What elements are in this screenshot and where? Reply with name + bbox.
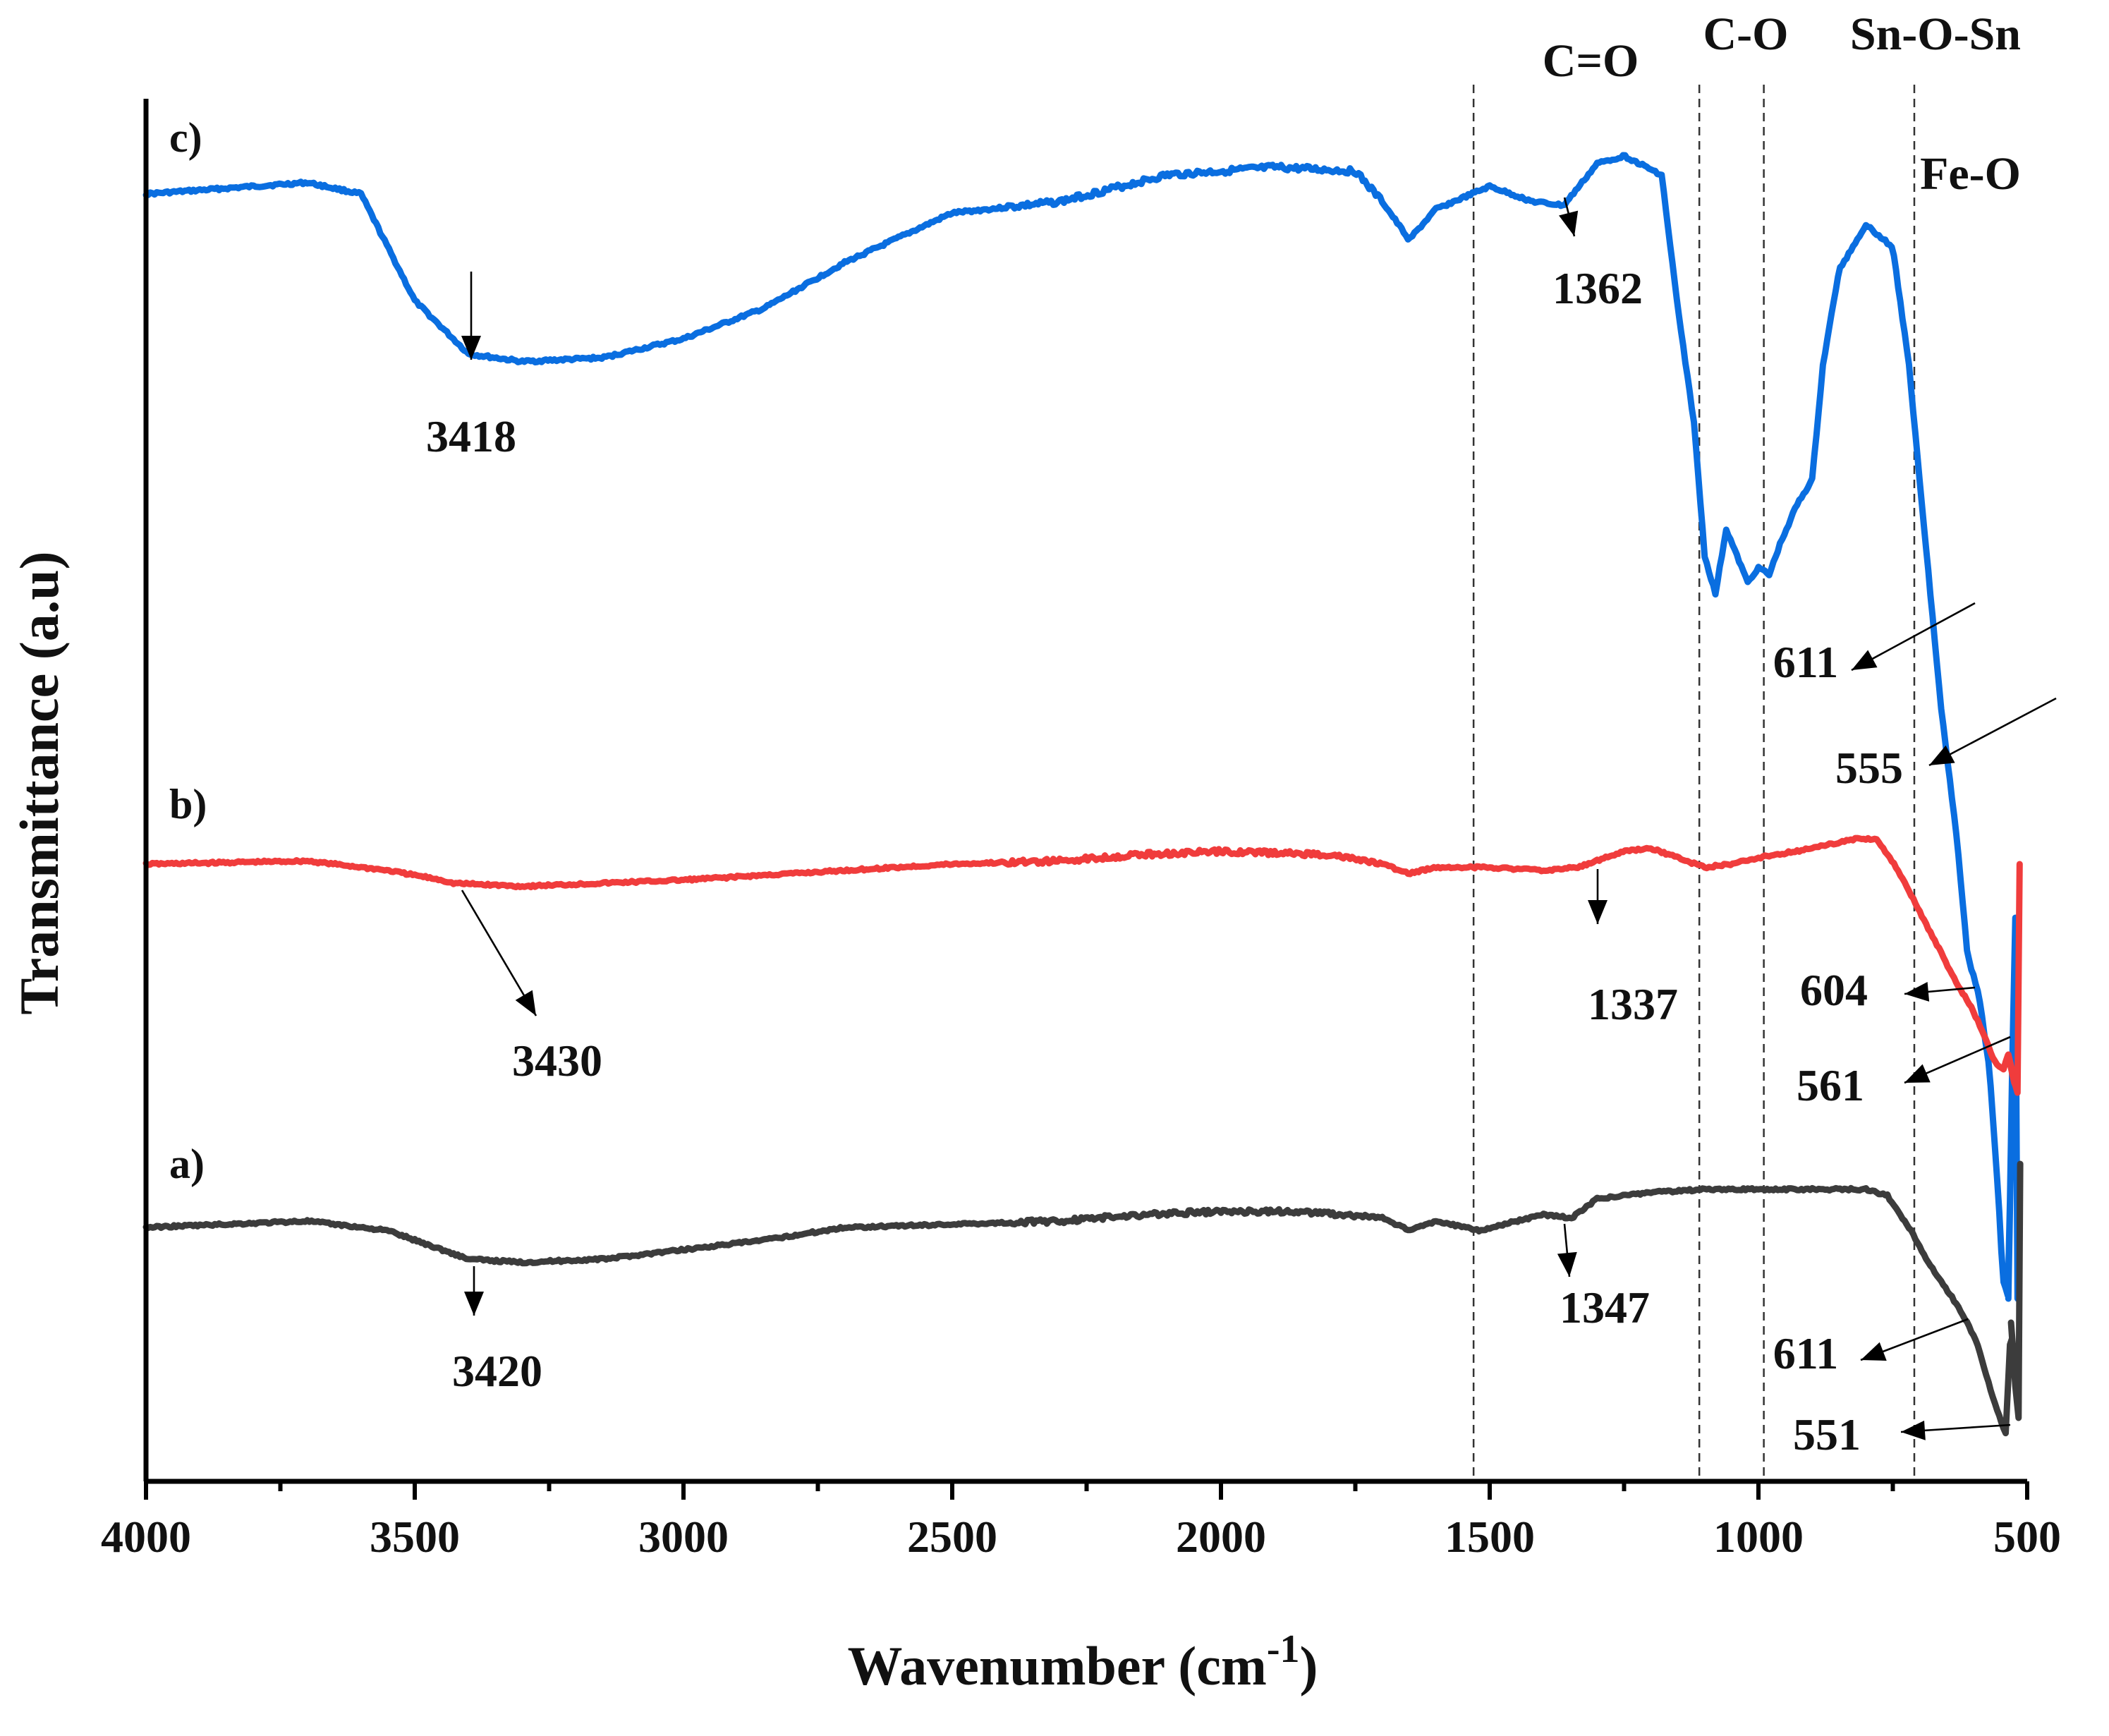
annotation-arrow-line xyxy=(461,890,537,1016)
annotation-arrow-head xyxy=(1901,1420,1926,1440)
x-axis-title-main: Wavenumber (cm xyxy=(848,1635,1267,1696)
peak-label: 611 xyxy=(1773,1328,1838,1378)
series-line-a xyxy=(142,1160,2024,1437)
x-tick-label: 3500 xyxy=(370,1512,460,1562)
peak-label: 3418 xyxy=(426,411,516,461)
y-axis-title: Transmittance (a.u) xyxy=(8,551,70,1014)
annotation-arrow-head xyxy=(515,990,536,1016)
peak-label: 3430 xyxy=(512,1036,602,1086)
peak-annotation: 1347 xyxy=(1557,1223,1650,1333)
x-tick-label: 4000 xyxy=(101,1512,191,1562)
annotation-arrow-head xyxy=(1557,1251,1577,1277)
series-line-c xyxy=(142,152,2021,1302)
series-line-b xyxy=(142,834,2023,1096)
band-label: C=O xyxy=(1543,35,1639,87)
x-tick-label: 1500 xyxy=(1445,1512,1535,1562)
x-axis-title-close: ) xyxy=(1300,1635,1318,1696)
reference-lines xyxy=(1472,85,1916,1481)
peak-annotation: 555 xyxy=(1835,697,2057,793)
peak-label: 551 xyxy=(1793,1409,1861,1459)
x-tick-label: 1000 xyxy=(1713,1512,1804,1562)
peak-label: 555 xyxy=(1835,743,1903,793)
peak-annotation: 3430 xyxy=(461,890,602,1086)
peak-annotations: 3418 1362 611 555 3430 1337 604 561 3420 1347 611 5… xyxy=(426,197,2057,1459)
x-axis-title-sup: -1 xyxy=(1267,1627,1300,1671)
peak-label: 1337 xyxy=(1588,979,1678,1029)
peak-label: 3420 xyxy=(452,1346,542,1396)
peak-annotation: 561 xyxy=(1797,1036,2011,1110)
annotation-arrow-head xyxy=(1904,1064,1931,1083)
axes xyxy=(143,99,2027,1484)
x-tick-label: 2500 xyxy=(907,1512,997,1562)
x-tick-label: 2000 xyxy=(1176,1512,1266,1562)
series-label: b) xyxy=(169,781,207,827)
x-ticks: 4000 3500 3000 2500 2000 1500 1000 500 xyxy=(101,1481,2061,1562)
annotation-arrow-head xyxy=(1904,982,1930,1002)
peak-label: 1347 xyxy=(1560,1282,1650,1333)
peak-annotation: 1362 xyxy=(1552,197,1643,313)
peak-annotation: 611 xyxy=(1773,1318,1969,1378)
peak-label: 561 xyxy=(1797,1060,1864,1110)
band-labels: C=O C-O Sn-O-Sn Fe-O xyxy=(1543,8,2021,200)
peak-annotation: 551 xyxy=(1793,1409,2011,1459)
x-axis-title: Wavenumber (cm-1) xyxy=(848,1627,1318,1696)
annotation-arrow-head xyxy=(464,1292,484,1316)
annotation-arrow-head xyxy=(1861,1342,1887,1361)
spectra xyxy=(142,152,2024,1437)
peak-annotation: 1337 xyxy=(1588,869,1678,1029)
x-tick-label: 500 xyxy=(1993,1512,2061,1562)
peak-label: 604 xyxy=(1800,965,1868,1015)
series-label: a) xyxy=(169,1141,205,1187)
peak-label: 1362 xyxy=(1552,263,1643,313)
peak-label: 611 xyxy=(1773,637,1838,687)
band-label: Fe-O xyxy=(1920,148,2021,200)
annotation-arrow-head xyxy=(461,336,481,360)
peak-annotation: 3420 xyxy=(452,1266,542,1396)
annotation-arrow-head xyxy=(1559,210,1579,236)
peak-annotation: 3418 xyxy=(426,272,516,461)
x-tick-label: 3000 xyxy=(638,1512,729,1562)
annotation-arrow-head xyxy=(1929,745,1955,765)
series-labels: c) b) a) xyxy=(169,114,207,1187)
annotation-arrow-head xyxy=(1588,900,1607,924)
band-label: C-O xyxy=(1703,8,1789,60)
series-label: c) xyxy=(169,114,202,161)
annotation-arrow-head xyxy=(1852,650,1878,670)
band-label: Sn-O-Sn xyxy=(1850,8,2021,60)
peak-annotation: 611 xyxy=(1773,602,1976,687)
peak-annotation: 604 xyxy=(1800,965,1976,1015)
